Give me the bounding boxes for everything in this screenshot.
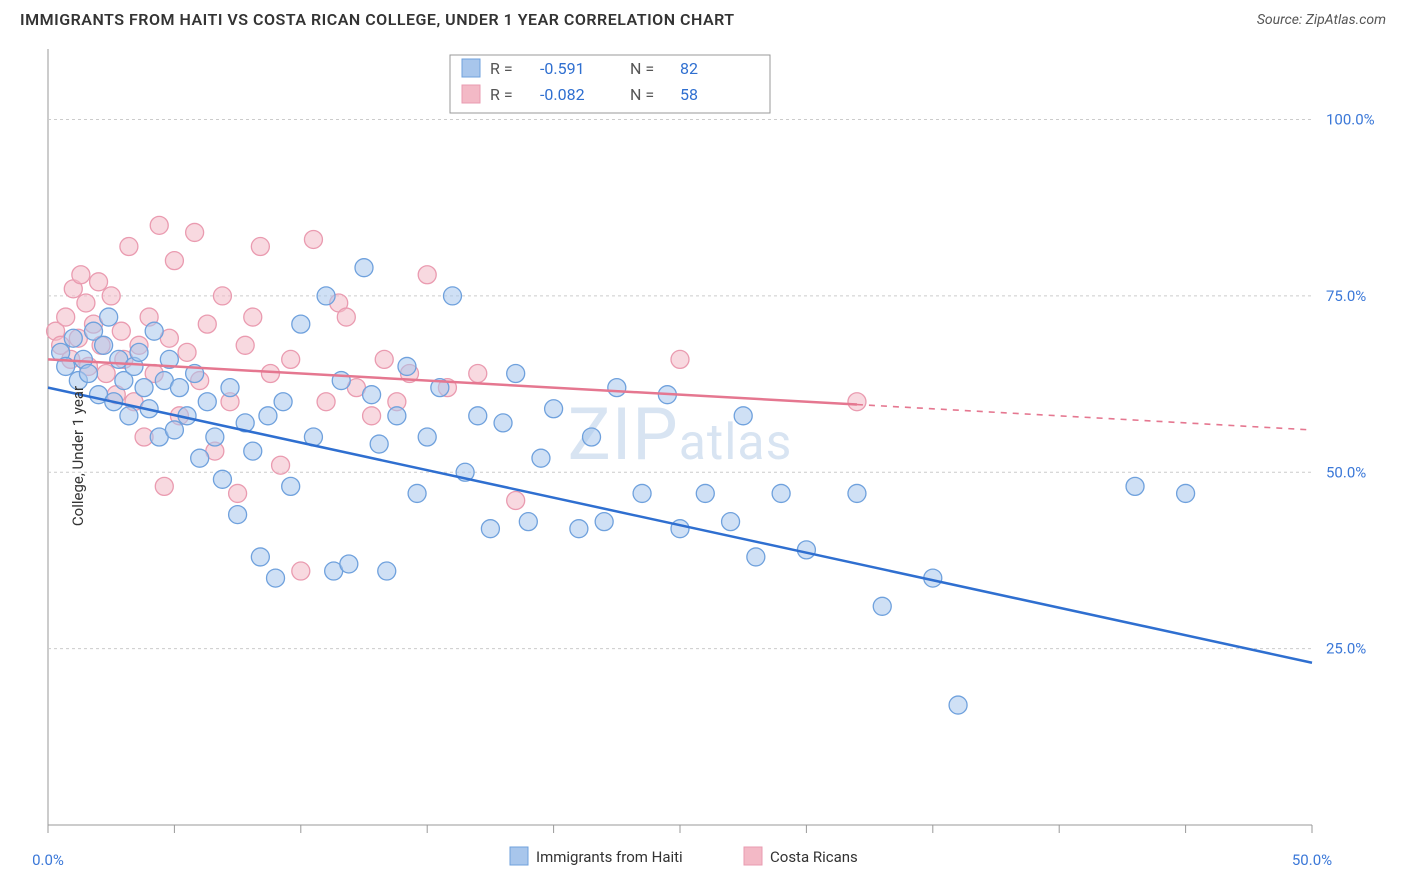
svg-text:75.0%: 75.0%	[1326, 287, 1366, 305]
svg-text:R =: R =	[490, 85, 513, 104]
svg-text:0.0%: 0.0%	[32, 851, 64, 869]
svg-text:58: 58	[680, 85, 698, 104]
y-axis-label: College, Under 1 year	[69, 386, 87, 526]
svg-text:100.0%: 100.0%	[1326, 111, 1375, 129]
chart-header: IMMIGRANTS FROM HAITI VS COSTA RICAN COL…	[0, 0, 1406, 35]
svg-text:N =: N =	[630, 59, 654, 78]
svg-text:R =: R =	[490, 59, 513, 78]
svg-text:Costa Ricans: Costa Ricans	[770, 848, 858, 866]
svg-text:N =: N =	[630, 85, 654, 104]
source-attribution: Source: ZipAtlas.com	[1257, 12, 1386, 28]
svg-text:Immigrants from Haiti: Immigrants from Haiti	[536, 848, 683, 866]
svg-text:-0.591: -0.591	[540, 59, 585, 78]
chart-area: College, Under 1 year 25.0% 50.0% 75.0% 100…	[0, 35, 1406, 877]
svg-text:ZIPatlas: ZIPatlas	[568, 392, 793, 477]
scatter-chart: 25.0% 50.0% 75.0% 100.0% 0.0% 50.0% ZIPatlas R …	[0, 35, 1406, 877]
source-prefix: Source:	[1257, 12, 1306, 28]
svg-text:25.0%: 25.0%	[1326, 640, 1366, 658]
svg-text:-0.082: -0.082	[540, 85, 585, 104]
svg-text:50.0%: 50.0%	[1292, 851, 1332, 869]
chart-title: IMMIGRANTS FROM HAITI VS COSTA RICAN COL…	[20, 10, 735, 29]
source-name: ZipAtlas.com	[1306, 12, 1386, 28]
svg-text:82: 82	[680, 59, 698, 78]
svg-text:50.0%: 50.0%	[1326, 463, 1366, 481]
